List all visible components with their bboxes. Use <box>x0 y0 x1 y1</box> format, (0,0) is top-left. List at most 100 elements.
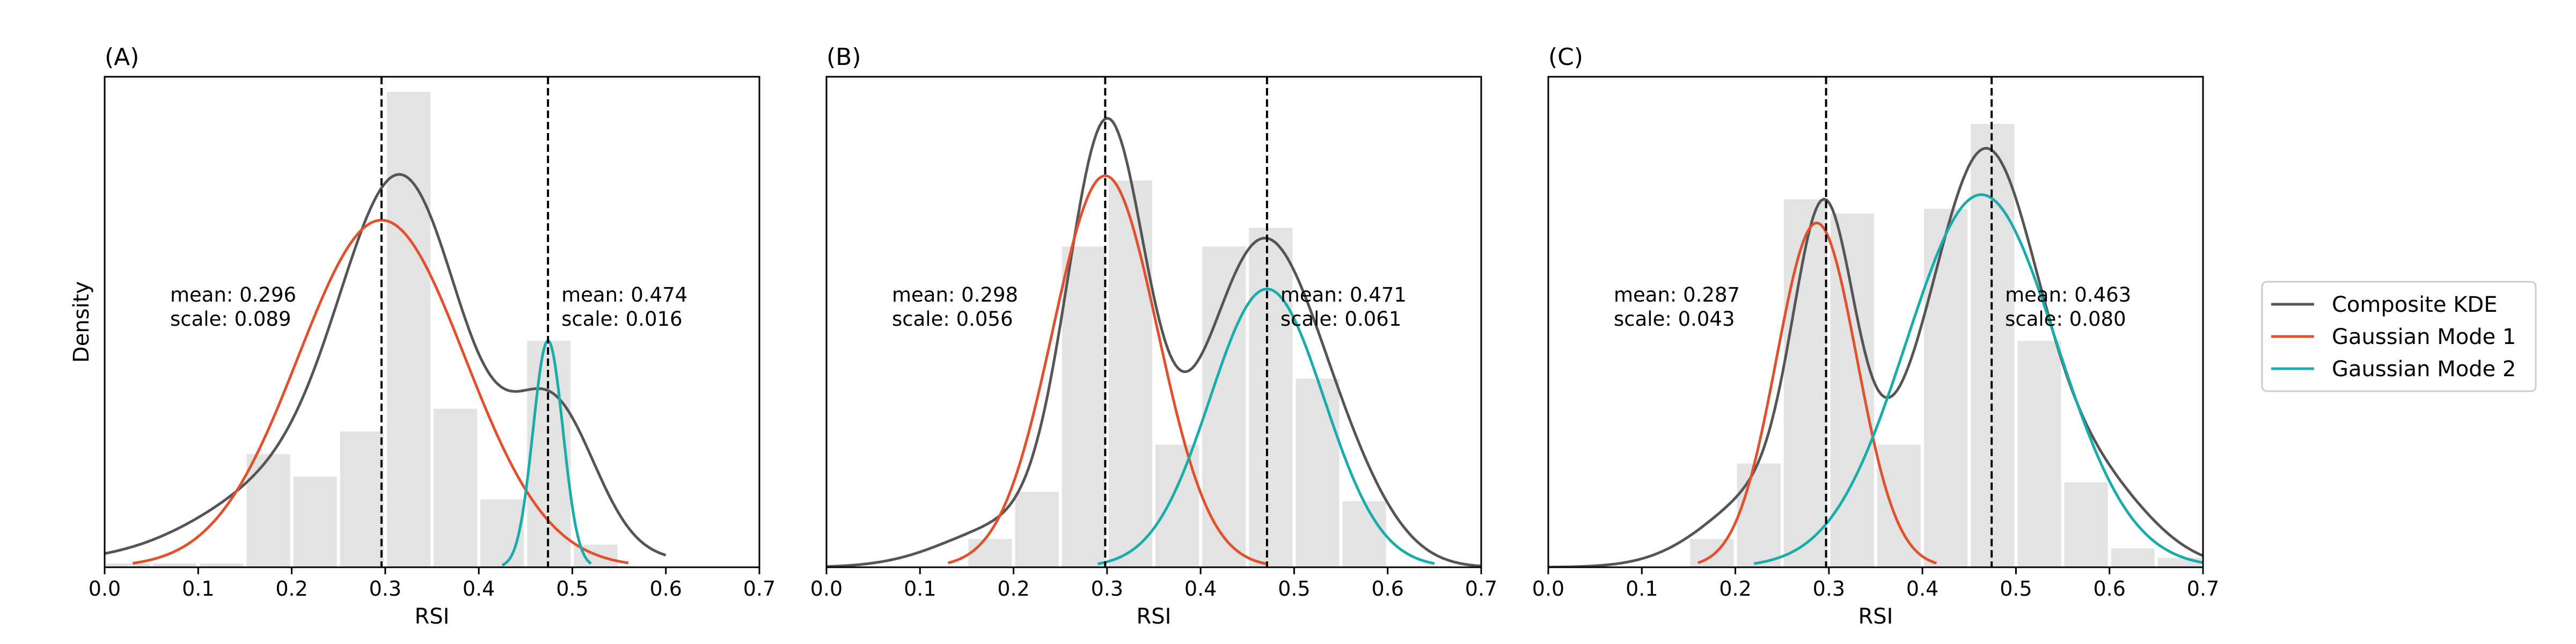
curves <box>1548 147 2203 567</box>
composite-kde-line <box>1548 147 2203 567</box>
panel-title: (B) <box>826 43 861 71</box>
x-tick-label: 0.6 <box>1371 577 1403 601</box>
histogram-bar <box>1737 463 1781 567</box>
gaussian-mode-1-line <box>947 174 1267 565</box>
histogram <box>1690 123 2201 568</box>
gaussian-mode-1-line <box>1697 222 1937 565</box>
axes-frame <box>825 76 1482 568</box>
y-axis-label: Density <box>69 281 94 363</box>
axes-frame <box>104 76 760 568</box>
annotation-scale: scale: 0.061 <box>1280 308 1402 331</box>
panel-2: 0.0 0.1 0.2 0.3 0.4 0.5 0.6 0.7 RSI (B) mean: 0.29… <box>810 43 1497 629</box>
annotation-mean: mean: 0.296 <box>170 283 296 306</box>
histogram-bar <box>153 563 197 567</box>
histogram-bar <box>1342 501 1386 567</box>
histogram-bar <box>1155 444 1199 567</box>
histogram-bar <box>1062 246 1106 567</box>
x-axis-label: RSI <box>415 604 450 629</box>
histogram <box>968 180 1386 567</box>
histogram-bar <box>200 563 244 567</box>
legend-label-mode1: Gaussian Mode 1 <box>2332 325 2516 349</box>
histogram-bar <box>1015 492 1059 567</box>
histogram-bar <box>1249 228 1293 567</box>
histogram-bar <box>293 477 337 567</box>
x-axis-label: RSI <box>1858 604 1893 629</box>
histogram-bar <box>1690 539 1734 567</box>
histogram-bar <box>1924 209 1968 568</box>
gaussian-mode-1-line <box>132 218 629 565</box>
histogram-bar <box>2111 548 2155 567</box>
histogram-bar <box>386 92 430 568</box>
x-tick-label: 0.7 <box>743 577 775 601</box>
x-tick-label: 0.1 <box>182 577 214 601</box>
x-tick-label: 0.1 <box>1626 577 1658 601</box>
x-tick-label: 0.2 <box>1719 577 1751 601</box>
annotation-mean: mean: 0.463 <box>2005 283 2131 306</box>
x-tick-label: 0.7 <box>1465 577 1497 601</box>
annotation-scale: scale: 0.080 <box>2005 308 2126 331</box>
x-tick-label: 0.4 <box>1906 577 1938 601</box>
x-tick-label: 0.3 <box>1091 577 1123 601</box>
histogram-bar <box>246 454 290 567</box>
annotation-mean: mean: 0.471 <box>1280 283 1407 306</box>
x-tick-label: 0.3 <box>369 577 401 601</box>
histogram-bar <box>106 563 150 567</box>
composite-kde-line <box>826 116 1481 567</box>
curves <box>105 173 667 567</box>
x-tick-label: 0.3 <box>1813 577 1845 601</box>
x-tick-label: 0.5 <box>556 577 588 601</box>
histogram-bar <box>2017 341 2061 567</box>
panel-title: (C) <box>1548 43 1583 71</box>
axes-frame <box>1547 76 2204 568</box>
panels: 0.0 0.1 0.2 0.3 0.4 0.5 0.6 0.7 RSI Density (A) mea… <box>69 43 2219 629</box>
legend: Composite KDE Gaussian Mode 1 Gaussian M… <box>2261 281 2537 392</box>
composite-kde-line <box>105 173 667 557</box>
x-tick-label: 0.5 <box>2000 577 2032 601</box>
histogram-bar <box>968 539 1012 567</box>
panel-3: 0.0 0.1 0.2 0.3 0.4 0.5 0.6 0.7 RSI (C) mean: 0.28… <box>1532 43 2219 629</box>
x-tick-label: 0.4 <box>463 577 495 601</box>
histogram-bar <box>2157 558 2201 567</box>
x-tick-label: 0.0 <box>810 577 843 601</box>
gaussian-mode-2-line <box>1097 287 1435 566</box>
histogram-bar <box>1108 180 1152 567</box>
histogram-bar <box>434 408 478 567</box>
x-axis-label: RSI <box>1137 604 1172 629</box>
x-tick-label: 0.2 <box>275 577 308 601</box>
x-tick-label: 0.1 <box>904 577 936 601</box>
annotation-mean: mean: 0.287 <box>1614 283 1740 306</box>
x-tick-label: 0.4 <box>1184 577 1217 601</box>
gaussian-mode-2-line <box>501 339 592 567</box>
annotation-mean: mean: 0.474 <box>561 283 687 306</box>
histogram-bar <box>480 499 524 567</box>
curves <box>826 116 1481 567</box>
x-tick-label: 0.7 <box>2187 577 2219 601</box>
x-tick-label: 0.0 <box>1532 577 1564 601</box>
x-tick-label: 0.2 <box>997 577 1029 601</box>
x-tick-label: 0.6 <box>2093 577 2125 601</box>
histogram-bar <box>2064 482 2108 567</box>
annotation-mean: mean: 0.298 <box>892 283 1018 306</box>
x-tick-label: 0.0 <box>89 577 121 601</box>
annotation-scale: scale: 0.056 <box>892 308 1013 331</box>
histogram-bar <box>340 431 384 567</box>
annotation-scale: scale: 0.043 <box>1614 308 1735 331</box>
histogram <box>106 92 618 568</box>
panel-title: (A) <box>105 43 139 71</box>
legend-label-kde: Composite KDE <box>2332 292 2498 317</box>
legend-label-mode2: Gaussian Mode 2 <box>2332 357 2516 382</box>
gaussian-mode-2-line <box>1754 193 2203 565</box>
histogram-bar <box>1202 246 1246 567</box>
annotation-scale: scale: 0.016 <box>561 308 683 331</box>
x-tick-label: 0.6 <box>649 577 682 601</box>
x-tick-label: 0.5 <box>1278 577 1310 601</box>
annotation-scale: scale: 0.089 <box>170 308 291 331</box>
panel-1: 0.0 0.1 0.2 0.3 0.4 0.5 0.6 0.7 RSI Density (A) mea… <box>69 43 775 629</box>
